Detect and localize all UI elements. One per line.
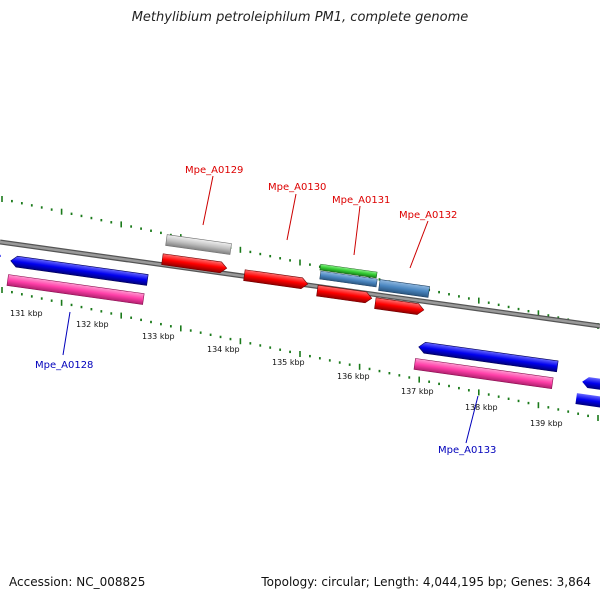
gene-label-mpe-a0130[interactable]: Mpe_A0130: [268, 182, 326, 193]
feature-right-edge-blue-lower[interactable]: [575, 393, 600, 409]
kbp-label: 132 kbp: [76, 320, 109, 329]
accession-text: Accession: NC_008825: [9, 575, 146, 589]
kbp-label: 134 kbp: [207, 345, 240, 354]
feature-blue-left-edge[interactable]: [0, 251, 2, 260]
kbp-label: 136 kbp: [337, 372, 370, 381]
feature-mpe-a0131-red[interactable]: [316, 284, 373, 304]
feature-mpe-a0130-red[interactable]: [243, 269, 309, 290]
gene-label-mpe-a0132[interactable]: Mpe_A0132: [399, 210, 457, 221]
feature-right-edge-blue-upper[interactable]: [581, 376, 600, 391]
feature-mpe-a0132-steel[interactable]: [378, 279, 430, 298]
kbp-label: 139 kbp: [530, 419, 563, 428]
feature-mpe-a0131-steel[interactable]: [319, 270, 378, 288]
genome-summary-text: Topology: circular; Length: 4,044,195 bp…: [261, 575, 591, 589]
kbp-label: 138 kbp: [465, 403, 498, 412]
kbp-label: 137 kbp: [401, 387, 434, 396]
lower-tick-track: [1, 287, 599, 421]
gene-label-mpe-a0129[interactable]: Mpe_A0129: [185, 165, 243, 176]
feature-mpe-a0131-green[interactable]: [319, 263, 378, 279]
kbp-label: 135 kbp: [272, 358, 305, 367]
feature-mpe-a0132-red[interactable]: [374, 297, 425, 316]
feature-mpe-a0133-pink[interactable]: [413, 358, 554, 390]
kbp-label: 131 kbp: [10, 309, 43, 318]
kbp-label: 133 kbp: [142, 332, 175, 341]
feature-mpe-a0133-blue[interactable]: [418, 341, 559, 373]
map-title: Methylibium petroleiphilum PM1, complete…: [131, 10, 469, 25]
feature-mpe-a0129-red[interactable]: [161, 253, 228, 274]
feature-mpe-a0128-blue[interactable]: [10, 255, 149, 286]
feature-mpe-a0128-pink[interactable]: [6, 274, 145, 305]
gene-label-mpe-a0133[interactable]: Mpe_A0133: [438, 445, 496, 456]
gene-label-mpe-a0131[interactable]: Mpe_A0131: [332, 195, 390, 206]
gene-label-mpe-a0128[interactable]: Mpe_A0128: [35, 360, 93, 371]
feature-mpe-a0129-gray[interactable]: [165, 234, 232, 255]
leader-lines: [62, 175, 479, 444]
